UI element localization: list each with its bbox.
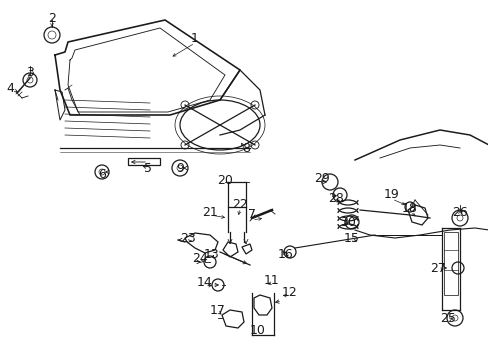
Text: 15: 15 — [344, 231, 359, 244]
Text: 20: 20 — [217, 174, 232, 186]
Text: 10: 10 — [249, 324, 265, 337]
Text: 17: 17 — [210, 303, 225, 316]
Text: 8: 8 — [242, 141, 249, 154]
Text: 5: 5 — [143, 162, 152, 175]
Text: 23: 23 — [180, 231, 196, 244]
Text: 26: 26 — [451, 206, 467, 219]
Text: 30: 30 — [339, 216, 355, 229]
Text: 24: 24 — [192, 252, 207, 265]
Text: 14: 14 — [197, 275, 212, 288]
Text: 9: 9 — [176, 162, 183, 175]
Text: 25: 25 — [439, 311, 455, 324]
Text: 19: 19 — [384, 189, 399, 202]
Text: 11: 11 — [264, 274, 279, 287]
Text: 2: 2 — [48, 12, 56, 24]
Text: 7: 7 — [247, 208, 256, 221]
Text: 1: 1 — [191, 31, 199, 45]
Text: 3: 3 — [26, 67, 34, 80]
Text: 4: 4 — [6, 81, 14, 94]
Text: 29: 29 — [313, 171, 329, 184]
Text: 18: 18 — [401, 202, 417, 215]
Text: 6: 6 — [98, 168, 106, 181]
Text: 27: 27 — [429, 261, 445, 274]
Text: 21: 21 — [202, 206, 218, 219]
Text: 13: 13 — [203, 248, 220, 261]
Text: 22: 22 — [232, 198, 247, 211]
Text: 12: 12 — [282, 285, 297, 298]
Text: 16: 16 — [278, 248, 293, 261]
Text: 28: 28 — [327, 192, 343, 204]
